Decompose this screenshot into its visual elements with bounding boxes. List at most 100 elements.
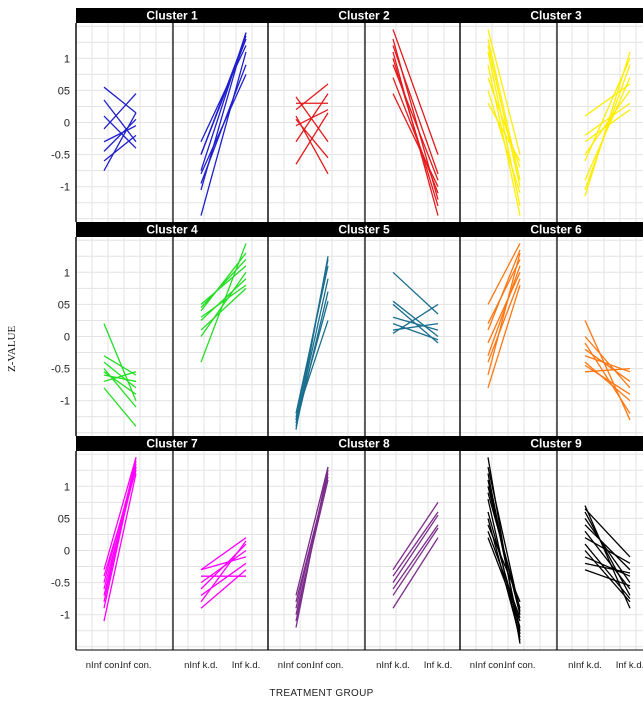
panel-title-bar	[460, 8, 643, 23]
panel-title-bar	[268, 8, 460, 23]
series-line	[295, 93, 329, 143]
series-line	[103, 93, 137, 130]
series-line	[200, 284, 247, 318]
series-line	[584, 530, 631, 590]
series-line	[392, 271, 439, 315]
series-line	[584, 550, 631, 603]
series-line	[487, 38, 521, 181]
series-line	[487, 45, 521, 187]
series-line	[487, 102, 521, 162]
series-line	[487, 51, 521, 207]
series-line	[487, 518, 521, 638]
series-line	[584, 543, 631, 600]
series-line	[584, 336, 631, 389]
x-tick-label: Inf con.	[312, 660, 343, 671]
series-line	[200, 45, 247, 143]
series-line	[295, 466, 329, 596]
y-axis-label: Z-VALUE	[6, 325, 18, 372]
series-line	[392, 514, 439, 583]
series-line	[200, 265, 247, 305]
series-line	[584, 361, 631, 402]
series-line	[584, 556, 631, 577]
x-tick-label: nInf k.d.	[184, 660, 218, 671]
series-line	[103, 86, 137, 114]
series-line	[392, 29, 439, 155]
series-line	[584, 64, 631, 191]
series-line	[392, 501, 439, 571]
x-tick-label: nInf k.d.	[376, 660, 410, 671]
y-tick-label: 0	[64, 118, 70, 130]
series-line	[103, 99, 137, 143]
series-line	[103, 387, 137, 427]
series-line	[392, 316, 439, 331]
series-line	[200, 51, 247, 216]
series-line	[103, 361, 137, 389]
series-line	[584, 505, 631, 609]
series-line	[295, 83, 329, 111]
panel-title-bar	[76, 8, 268, 23]
series-line	[103, 115, 137, 149]
series-line	[392, 45, 439, 175]
series-line	[584, 508, 631, 558]
x-tick-label: Inf k.d.	[232, 660, 261, 671]
series-line	[584, 58, 631, 162]
series-line	[392, 93, 439, 187]
series-line	[487, 466, 521, 612]
series-line	[584, 367, 631, 373]
series-line	[295, 291, 329, 427]
y-tick-label: 05	[58, 299, 70, 311]
y-tick-label: 1	[64, 267, 70, 279]
series-line	[200, 64, 247, 184]
series-line	[487, 249, 521, 331]
series-line	[103, 125, 137, 143]
series-line	[295, 320, 329, 417]
series-line	[584, 569, 631, 587]
x-tick-label: nInf con.	[86, 660, 122, 671]
x-tick-label: Inf k.d.	[616, 660, 643, 671]
panel-title: Cluster 7	[146, 437, 198, 451]
series-line	[487, 531, 521, 619]
series-line	[392, 524, 439, 590]
series-line	[200, 537, 247, 571]
panel-title-bar	[76, 436, 268, 451]
y-tick-label: 05	[58, 85, 70, 97]
series-line	[295, 259, 329, 421]
series-line	[200, 562, 247, 596]
series-line	[584, 364, 631, 395]
series-line	[200, 556, 247, 571]
series-line	[584, 537, 631, 564]
panel-title: Cluster 5	[338, 223, 390, 237]
series-line	[392, 537, 439, 609]
y-tick-label: 0	[64, 546, 70, 558]
series-line	[295, 112, 329, 165]
series-line	[103, 112, 137, 171]
series-line	[487, 90, 521, 194]
series-line	[103, 134, 137, 162]
y-tick-label: 1	[64, 481, 70, 493]
series-line	[487, 479, 521, 631]
y-tick-label: -0.5	[51, 150, 70, 162]
x-tick-label: Inf con.	[504, 660, 535, 671]
series-line	[392, 58, 439, 207]
panel-title: Cluster 2	[338, 9, 390, 23]
x-axis-label: TREATMENT GROUP	[269, 688, 374, 699]
x-tick-label: nInf con.	[470, 660, 506, 671]
series-line	[487, 243, 521, 305]
series-line	[200, 271, 247, 337]
panel-title-bar	[76, 222, 268, 237]
series-line	[487, 284, 521, 389]
y-tick-label: -0.5	[51, 578, 70, 590]
series-line	[295, 96, 329, 143]
series-line	[487, 265, 521, 356]
panel-title: Cluster 1	[146, 9, 198, 23]
series-line	[200, 38, 247, 155]
series-line	[392, 323, 439, 341]
series-line	[103, 371, 137, 383]
y-tick-label: -0.5	[51, 364, 70, 376]
series-line	[103, 118, 137, 152]
series-line	[103, 355, 137, 376]
panel-title-bar	[268, 436, 460, 451]
y-tick-label: 1	[64, 53, 70, 65]
panel-title: Cluster 4	[146, 223, 198, 237]
